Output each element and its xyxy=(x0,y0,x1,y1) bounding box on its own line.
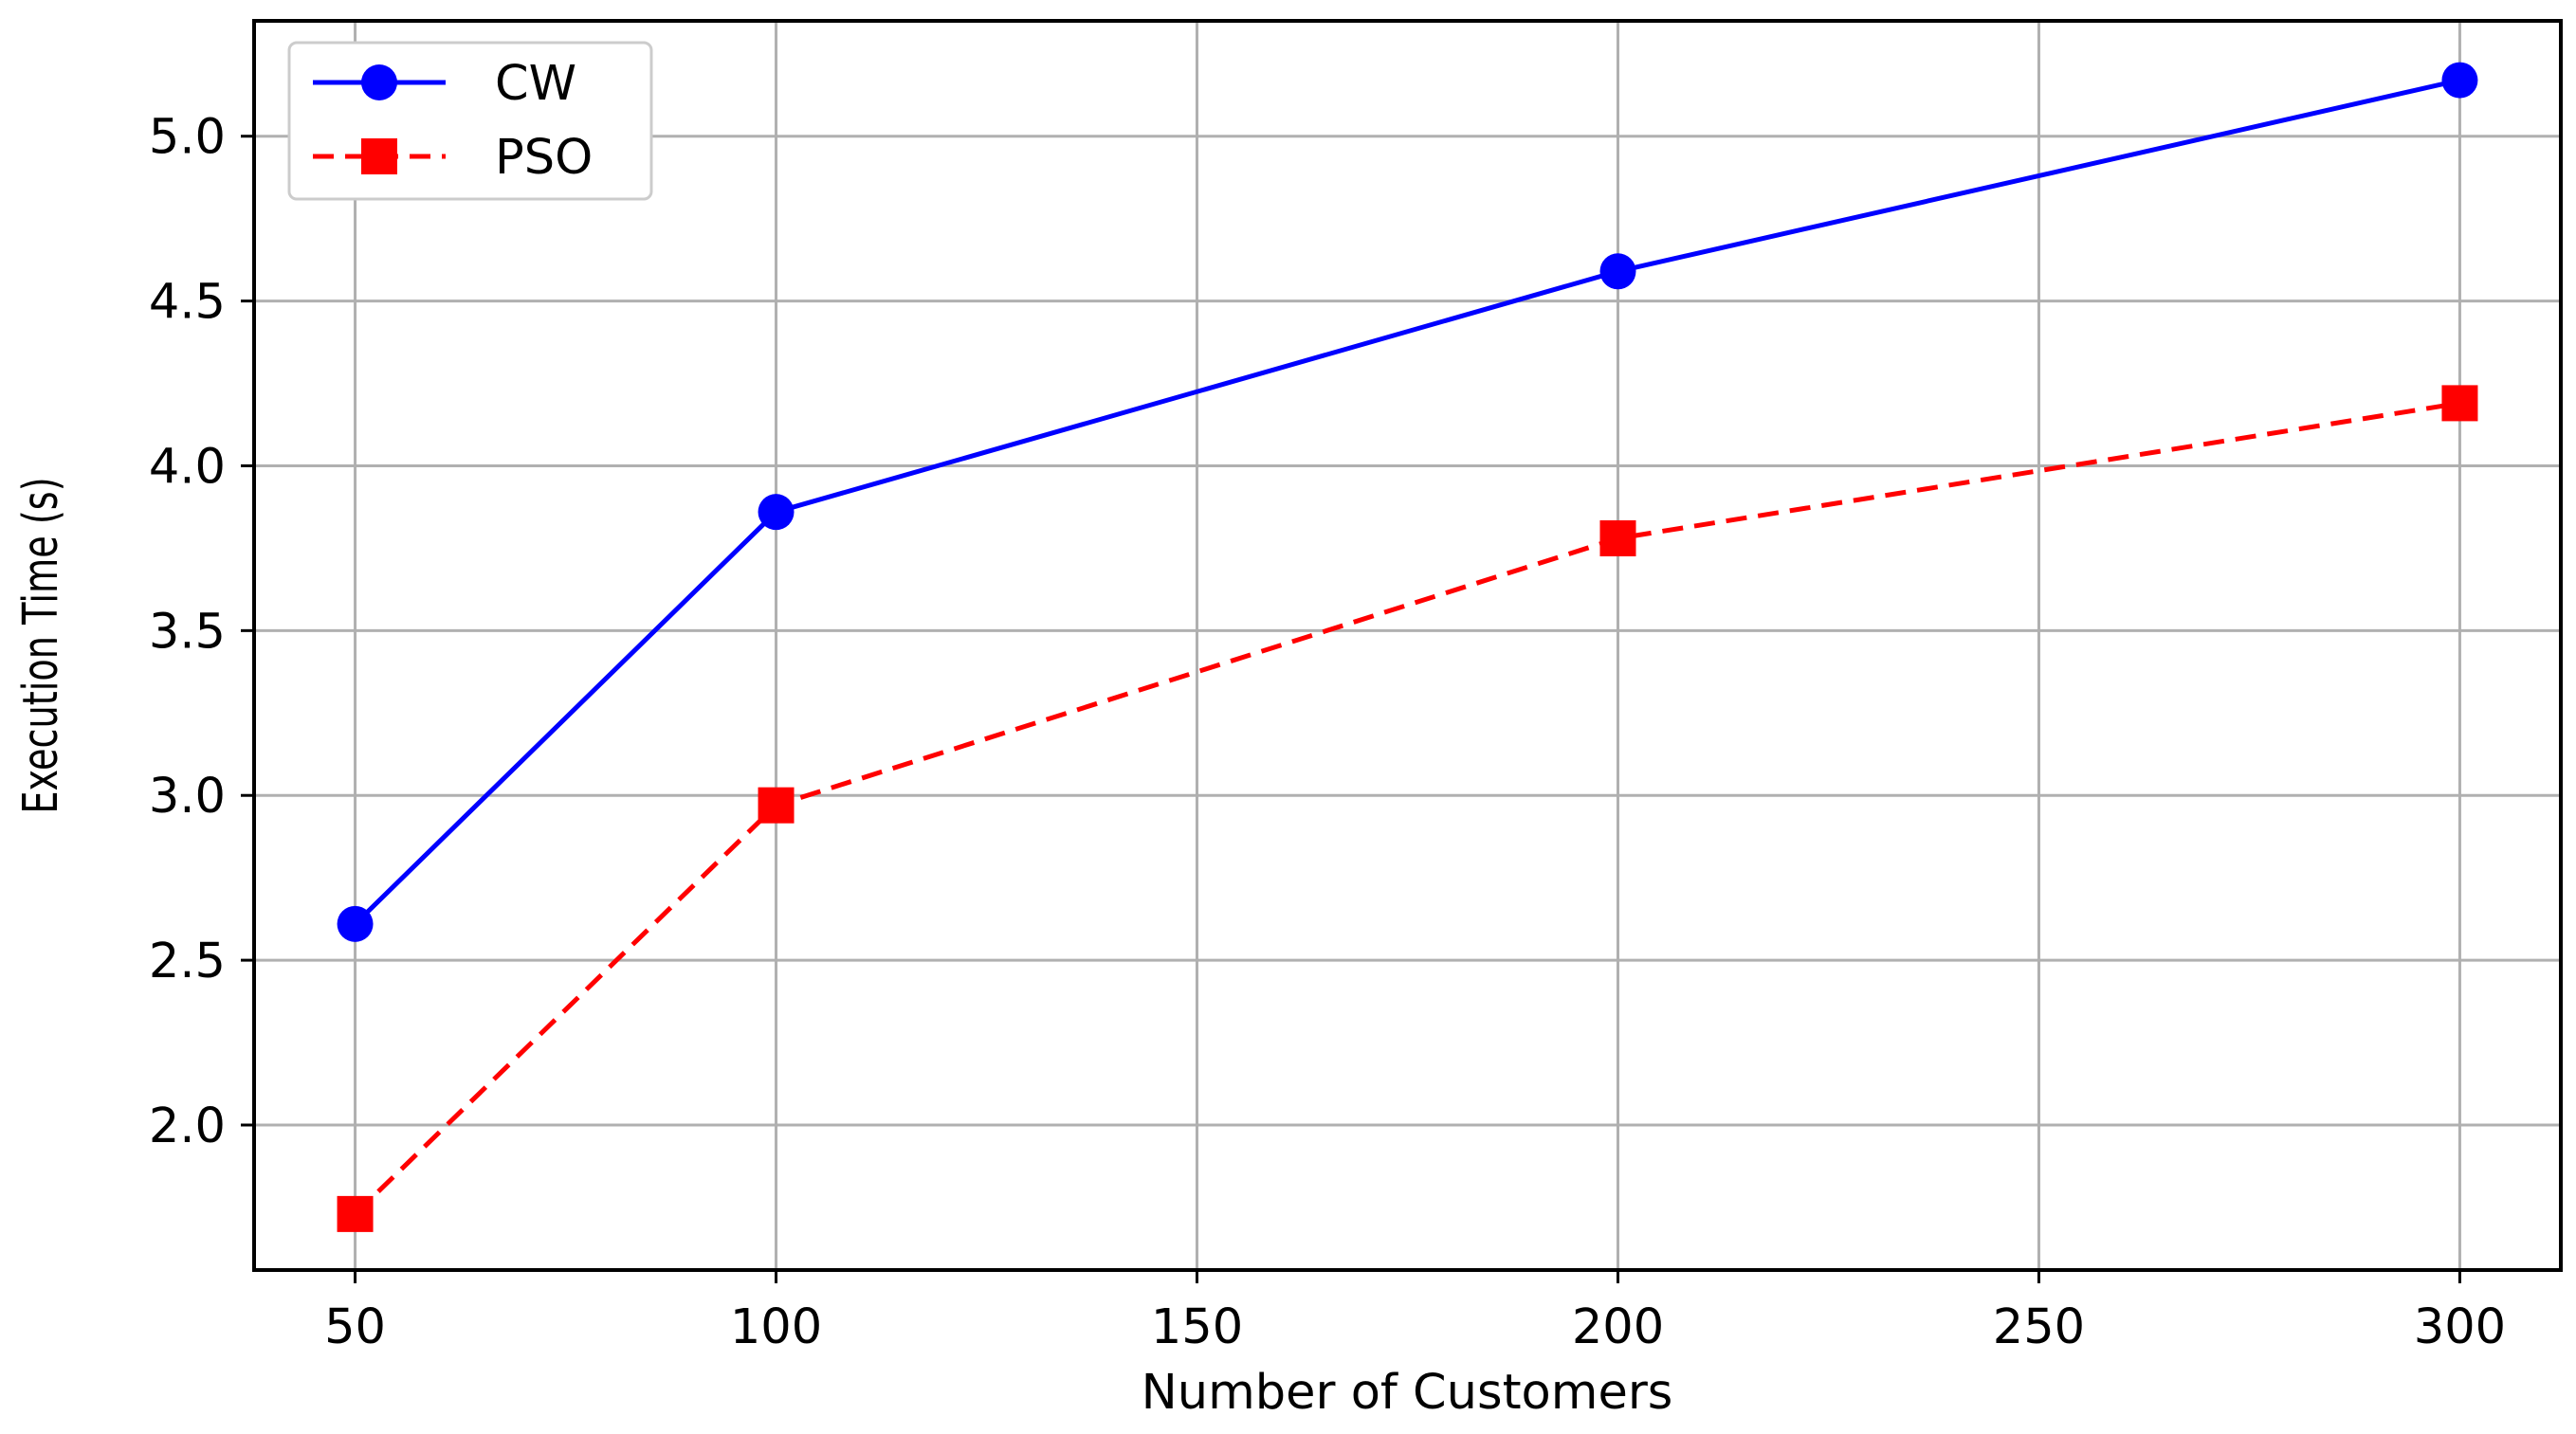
data-point-pso xyxy=(1599,519,1636,556)
legend-marker-cw xyxy=(361,64,397,100)
y-axis-label: Execution Time (s) xyxy=(11,477,68,813)
legend-marker-pso xyxy=(361,138,397,174)
series-layer xyxy=(337,62,2478,1232)
x-tick-label: 300 xyxy=(2414,1299,2506,1355)
axis-ticks: 50 100 150 200 250 300 2.0 2.5 3.0 3.5 4.0 4.5 5.0 xyxy=(149,110,2506,1355)
y-tick-label: 4.0 xyxy=(149,439,226,495)
y-tick-label: 4.5 xyxy=(149,275,226,331)
legend-label-cw: CW xyxy=(495,56,576,112)
x-tick-label: 200 xyxy=(1572,1299,1664,1355)
y-tick-label: 5.0 xyxy=(149,110,226,166)
legend-box xyxy=(287,41,653,201)
y-tick-label: 2.5 xyxy=(149,934,226,989)
grid-lines xyxy=(254,21,2561,1270)
series-line-cw xyxy=(353,78,2460,926)
y-tick-label: 2.0 xyxy=(149,1098,226,1154)
data-point-cw xyxy=(758,494,795,531)
y-tick-label: 3.0 xyxy=(149,769,226,825)
plot-frame xyxy=(252,19,2563,1272)
x-tick-label: 100 xyxy=(730,1299,822,1355)
x-tick-label: 250 xyxy=(1993,1299,2085,1355)
legend: CW PSO xyxy=(287,41,653,201)
y-tick-label: 3.5 xyxy=(149,604,226,660)
data-point-cw xyxy=(337,905,374,942)
data-point-cw xyxy=(1599,253,1636,290)
data-point-pso xyxy=(758,787,795,824)
legend-label-pso: PSO xyxy=(495,130,593,186)
data-point-pso xyxy=(337,1195,374,1232)
x-axis-label: Number of Customers xyxy=(1142,1365,1673,1421)
series-line-pso xyxy=(353,400,2460,1216)
data-point-pso xyxy=(2441,385,2478,422)
x-tick-label: 50 xyxy=(324,1299,386,1355)
x-tick-label: 150 xyxy=(1151,1299,1243,1355)
data-point-cw xyxy=(2441,62,2478,99)
